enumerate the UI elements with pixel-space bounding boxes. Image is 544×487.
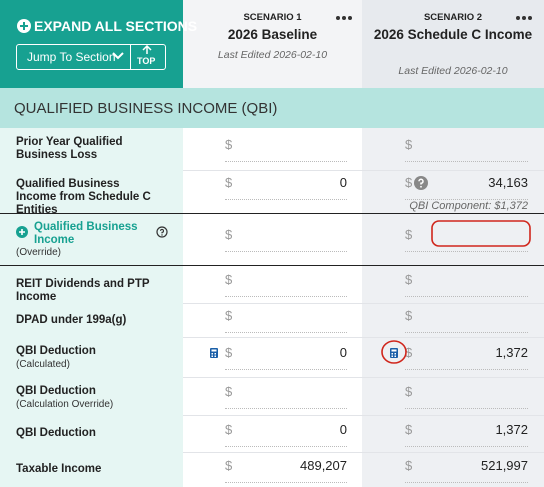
top[interactable]: TOP	[137, 56, 156, 66]
highlight-box	[431, 220, 531, 247]
highlight-circle	[381, 340, 407, 364]
input-line[interactable]	[405, 199, 528, 200]
input-line[interactable]	[225, 251, 347, 252]
row-sublabel: (Calculated)	[16, 359, 70, 370]
input-line[interactable]	[225, 445, 347, 447]
input-line[interactable]	[225, 408, 347, 409]
input-line[interactable]	[405, 251, 528, 252]
row-sublabel: (Calculation Override)	[16, 399, 114, 410]
currency: $	[225, 272, 233, 287]
row-label: QBI Deduction	[16, 385, 96, 397]
input-line[interactable]	[405, 369, 528, 370]
input-value[interactable]: 1,372	[495, 421, 528, 437]
help-icon	[414, 176, 428, 190]
row-sublabel: (Override)	[16, 247, 62, 258]
input-value[interactable]: 0	[339, 345, 347, 360]
separator	[0, 213, 544, 214]
row-label: Taxable Income	[16, 463, 102, 475]
separator	[183, 452, 544, 453]
input-line[interactable]	[225, 161, 347, 162]
row-label: Prior Year Qualified Business Loss	[16, 136, 123, 161]
input-value[interactable]: 34,163	[488, 175, 528, 190]
jump-box	[16, 44, 166, 70]
scenario-2-column	[362, 128, 544, 487]
separator	[183, 337, 544, 338]
chevron[interactable]	[112, 51, 124, 61]
currency: $	[225, 175, 233, 190]
currency: $	[405, 175, 413, 190]
currency: $	[405, 137, 413, 152]
currency: $	[225, 345, 233, 360]
separator	[183, 170, 544, 171]
currency: $	[225, 227, 233, 242]
scenario-2-header	[362, 0, 544, 88]
input-line[interactable]	[225, 332, 347, 333]
plus-icon[interactable]	[16, 18, 32, 34]
scenario-label: SCENARIO 2	[423, 12, 483, 23]
row-label: REIT Dividends and PTP Income	[16, 277, 150, 303]
row-label: Qualified Business Income	[34, 221, 138, 246]
input-line[interactable]	[405, 161, 528, 162]
jump-to[interactable]: Jump To Section	[27, 50, 116, 64]
note: QBI Component: $1,372	[409, 200, 528, 212]
input-line[interactable]	[405, 481, 528, 483]
currency: $	[225, 421, 233, 437]
input-value[interactable]: 0	[339, 175, 347, 190]
section-title: QUALIFIED BUSINESS INCOME (QBI)	[14, 100, 278, 117]
scenario-1-header	[183, 0, 362, 88]
scenario-edited: Last Edited 2026-02-10	[217, 49, 328, 61]
menu-dots[interactable]	[516, 15, 532, 21]
input-line[interactable]	[405, 296, 528, 297]
section-header	[0, 88, 544, 128]
currency: $	[405, 384, 413, 399]
separator	[183, 303, 544, 304]
input-line[interactable]	[225, 369, 347, 370]
input-line[interactable]	[405, 408, 528, 409]
input-value[interactable]: 521,997	[481, 457, 528, 473]
currency: $	[405, 421, 413, 437]
input-line[interactable]	[405, 332, 528, 333]
currency: $	[225, 457, 233, 473]
menu-dots[interactable]	[336, 15, 352, 21]
currency: $	[225, 384, 233, 399]
row-label: QBI Deduction	[16, 427, 96, 439]
currency: $	[405, 227, 413, 242]
input-line[interactable]	[225, 481, 347, 483]
plus-icon	[16, 226, 28, 238]
currency: $	[405, 272, 413, 287]
row-label: Qualified Business Income from Schedule …	[16, 178, 151, 216]
separator	[0, 265, 544, 266]
label-column	[0, 128, 183, 487]
separator	[183, 377, 544, 378]
up-arrow[interactable]	[142, 45, 152, 55]
calc-icon	[390, 348, 398, 358]
input-line[interactable]	[225, 296, 347, 297]
row-label: QBI Deduction	[16, 345, 96, 357]
input-line[interactable]	[405, 445, 528, 447]
input-line[interactable]	[225, 199, 347, 200]
scenario-label: SCENARIO 1	[243, 12, 302, 23]
calc-icon	[210, 348, 218, 358]
separator	[183, 415, 544, 416]
input-value[interactable]: 0	[339, 421, 347, 437]
input-value[interactable]: 489,207	[300, 457, 347, 473]
currency: $	[225, 308, 233, 323]
currency: $	[405, 345, 413, 360]
row-label: DPAD under 199a(g)	[16, 313, 127, 326]
input-value[interactable]: 1,372	[495, 345, 528, 360]
currency: $	[405, 457, 413, 473]
scenario-name: 2026 Schedule C Income	[373, 27, 533, 42]
currency: $	[405, 308, 413, 323]
scenario-name: 2026 Baseline	[227, 27, 318, 42]
expand-all[interactable]: EXPAND ALL SECTIONS	[34, 18, 198, 34]
scenario-edited: Last Edited 2026-02-10	[398, 65, 508, 77]
divider	[130, 44, 131, 70]
help-icon	[156, 226, 168, 238]
currency: $	[225, 137, 233, 152]
